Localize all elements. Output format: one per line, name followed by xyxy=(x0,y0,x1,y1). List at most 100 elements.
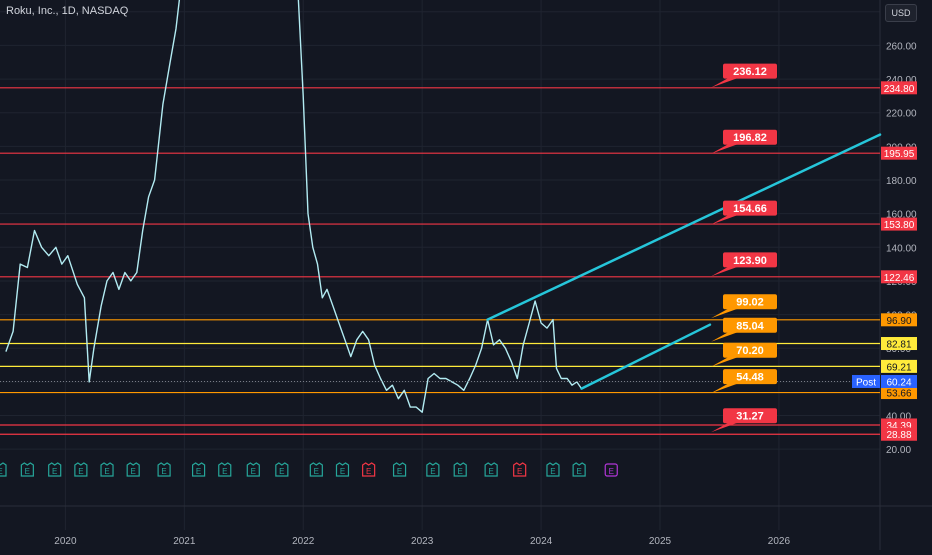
y-tick-label: 40.00 xyxy=(886,412,911,423)
y-tick-label: 240.00 xyxy=(886,75,917,86)
callout: 154.66 xyxy=(711,200,777,225)
callout-label: 154.66 xyxy=(733,203,767,215)
current-price-tag xyxy=(881,374,917,388)
earnings-badge xyxy=(572,462,586,477)
earnings-marker: E xyxy=(392,462,407,477)
level-tag xyxy=(881,146,917,160)
trendline xyxy=(580,323,712,390)
callout-label: 54.48 xyxy=(736,372,764,384)
earnings-badge xyxy=(74,462,88,477)
earnings-badge xyxy=(426,462,440,477)
earnings-label: E xyxy=(222,467,227,476)
level-tag xyxy=(881,427,917,441)
earnings-marker: E xyxy=(0,462,7,477)
x-tick-label: 2021 xyxy=(173,536,196,547)
earnings-label: E xyxy=(397,467,402,476)
earnings-label: E xyxy=(488,467,493,476)
earnings-badge xyxy=(246,462,260,477)
earnings-marker: E xyxy=(126,462,140,477)
level-tag-label: 195.95 xyxy=(884,149,915,160)
earnings-label: E xyxy=(196,467,201,476)
earnings-badge xyxy=(362,462,376,477)
level-tag-label: 96.90 xyxy=(886,316,911,327)
callout: 54.48 xyxy=(711,369,777,394)
level-tag-label: 34.39 xyxy=(886,421,911,432)
level-tag-label: 28.88 xyxy=(886,430,911,441)
callout-box xyxy=(723,408,777,424)
callout-box xyxy=(723,317,777,333)
level-tag xyxy=(881,81,917,95)
earnings-marker: E xyxy=(309,462,323,477)
earnings-marker: E xyxy=(604,463,618,477)
earnings-badge xyxy=(126,462,140,477)
callout-label: 70.20 xyxy=(736,345,764,357)
level-tag xyxy=(881,359,917,373)
earnings-marker: E xyxy=(513,462,527,477)
earnings-label: E xyxy=(279,467,284,476)
callout-box xyxy=(723,369,777,385)
currency-selector[interactable]: USD xyxy=(885,4,917,22)
x-tick-label: 2022 xyxy=(292,536,315,547)
callout-label: 196.82 xyxy=(733,132,767,144)
level-tag-label: 234.80 xyxy=(884,84,915,95)
x-tick-label: 2023 xyxy=(411,536,434,547)
level-tag-label: 69.21 xyxy=(886,362,911,373)
callout-pointer xyxy=(711,308,739,319)
earnings-label: E xyxy=(78,467,83,476)
level-tag-label: 82.81 xyxy=(886,340,911,351)
y-tick-label: 140.00 xyxy=(886,243,917,254)
earnings-marker: E xyxy=(20,462,34,477)
callout-box xyxy=(723,200,777,216)
earnings-label: E xyxy=(25,467,30,476)
earnings-label: E xyxy=(458,467,463,476)
callout: 196.82 xyxy=(711,129,777,154)
callout-label: 99.02 xyxy=(736,297,764,309)
callout-label: 31.27 xyxy=(736,411,764,423)
callout: 123.90 xyxy=(711,252,777,277)
earnings-badge xyxy=(48,462,62,477)
earnings-label: E xyxy=(609,467,614,476)
callout: 99.02 xyxy=(711,294,777,319)
level-tag-label: 53.66 xyxy=(886,389,911,400)
earnings-badge xyxy=(100,462,114,477)
earnings-label: E xyxy=(131,467,136,476)
earnings-badge xyxy=(453,462,467,477)
earnings-marker: E xyxy=(74,462,88,477)
earnings-marker: E xyxy=(546,462,560,477)
earnings-label: E xyxy=(576,467,581,476)
earnings-badge xyxy=(157,462,171,477)
earnings-marker: E xyxy=(218,462,232,477)
y-tick-label: 220.00 xyxy=(886,109,917,120)
level-tag xyxy=(881,217,917,231)
earnings-label: E xyxy=(430,467,435,476)
earnings-label: E xyxy=(52,467,57,476)
x-tick-label: 2020 xyxy=(54,536,77,547)
post-tag xyxy=(852,374,880,388)
earnings-label: E xyxy=(251,467,256,476)
price-line xyxy=(5,0,583,413)
callout-box xyxy=(723,63,777,79)
level-tag xyxy=(881,337,917,351)
earnings-label: E xyxy=(550,467,555,476)
level-tag-label: 122.46 xyxy=(884,273,915,284)
x-tick-label: 2026 xyxy=(768,536,791,547)
y-tick-label: 20.00 xyxy=(886,445,911,456)
earnings-badge xyxy=(513,462,527,477)
y-tick-label: 180.00 xyxy=(886,176,917,187)
callout-pointer xyxy=(711,214,739,225)
callout: 70.20 xyxy=(711,342,777,367)
earnings-marker: E xyxy=(362,462,376,477)
earnings-marker: E xyxy=(191,462,206,477)
earnings-marker: E xyxy=(453,462,467,477)
trendline xyxy=(486,133,882,321)
earnings-badge xyxy=(275,462,289,477)
x-tick-label: 2024 xyxy=(530,536,553,547)
earnings-badge xyxy=(484,462,498,477)
earnings-label: E xyxy=(366,467,371,476)
earnings-label: E xyxy=(340,467,345,476)
callout-box xyxy=(723,252,777,268)
earnings-label: E xyxy=(161,467,166,476)
earnings-badge xyxy=(335,462,350,477)
